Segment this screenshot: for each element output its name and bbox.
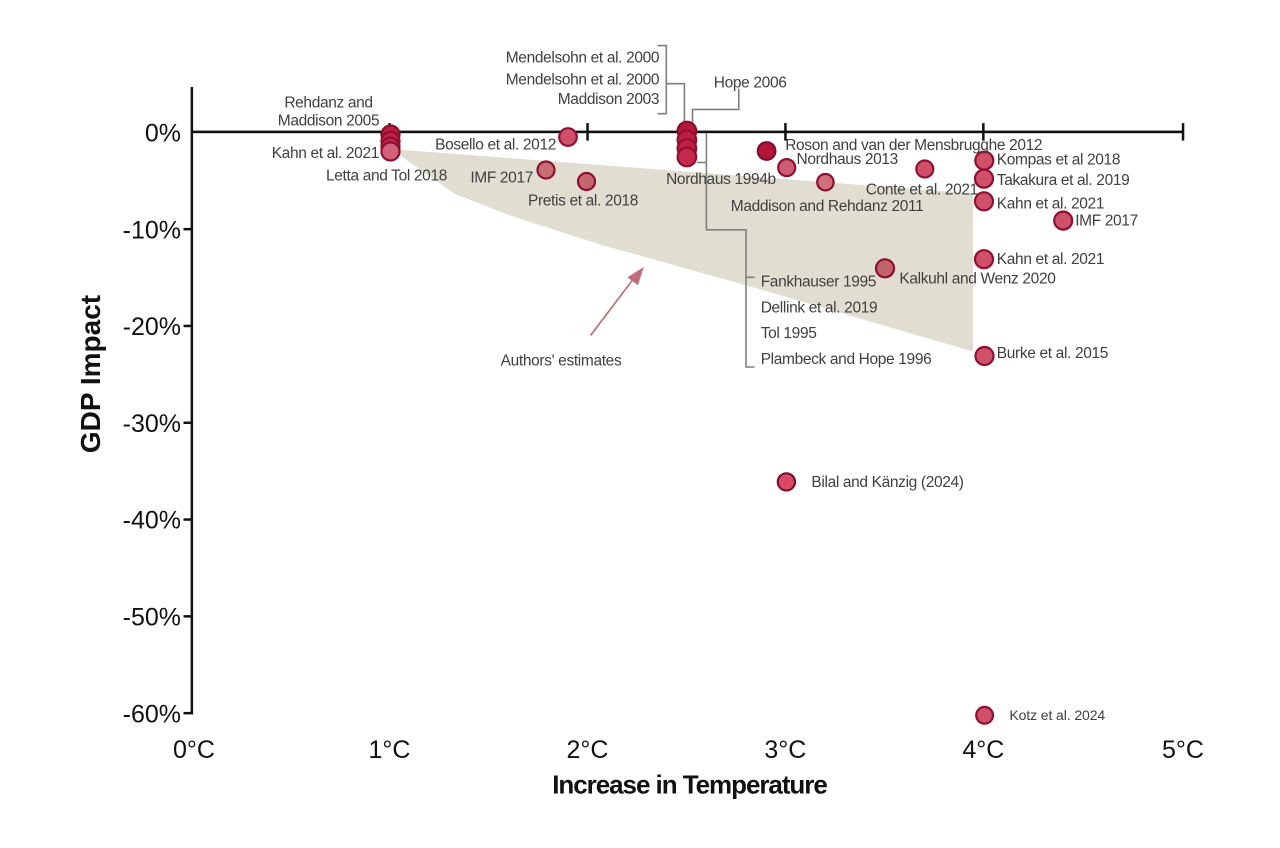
svg-text:IMF 2017: IMF 2017	[1075, 213, 1138, 230]
svg-text:GDP Impact: GDP Impact	[75, 295, 106, 453]
svg-text:Rehdanz and: Rehdanz and	[284, 94, 372, 111]
svg-text:Kalkuhl and Wenz 2020: Kalkuhl and Wenz 2020	[899, 271, 1056, 288]
svg-text:-20%: -20%	[123, 313, 181, 341]
svg-text:IMF 2017: IMF 2017	[470, 170, 533, 187]
svg-text:Maddison 2005: Maddison 2005	[278, 112, 379, 129]
svg-text:0%: 0%	[145, 120, 181, 148]
svg-text:0°C: 0°C	[173, 736, 215, 764]
svg-text:Conte et al. 2021: Conte et al. 2021	[866, 181, 978, 198]
svg-text:Nordhaus 2013: Nordhaus 2013	[797, 151, 898, 168]
svg-text:Bilal and Känzig (2024): Bilal and Känzig (2024)	[811, 474, 963, 491]
svg-text:Kompas et al 2018: Kompas et al 2018	[997, 152, 1120, 169]
svg-text:Maddison 2003: Maddison 2003	[558, 91, 659, 108]
svg-text:-10%: -10%	[123, 216, 181, 244]
svg-text:Pretis et al. 2018: Pretis et al. 2018	[528, 193, 638, 210]
svg-text:Tol 1995: Tol 1995	[761, 325, 817, 342]
svg-text:Letta and Tol 2018: Letta and Tol 2018	[326, 168, 447, 185]
svg-text:Increase in Temperature: Increase in Temperature	[552, 770, 827, 800]
svg-text:Kahn et al. 2021: Kahn et al. 2021	[997, 196, 1104, 213]
svg-text:4°C: 4°C	[962, 736, 1004, 764]
svg-text:Roson and van der Mensbrugghe: Roson and van der Mensbrugghe 2012	[785, 137, 1042, 154]
svg-text:Authors' estimates: Authors' estimates	[501, 353, 622, 370]
svg-text:Hope 2006: Hope 2006	[714, 75, 787, 92]
svg-text:3°C: 3°C	[764, 736, 806, 764]
svg-text:-60%: -60%	[123, 700, 181, 728]
svg-text:5°C: 5°C	[1162, 736, 1204, 764]
svg-text:Bosello et al. 2012: Bosello et al. 2012	[435, 137, 556, 154]
svg-text:Fankhauser 1995: Fankhauser 1995	[761, 274, 876, 291]
svg-text:2°C: 2°C	[567, 736, 609, 764]
svg-text:Mendelsohn et al. 2000: Mendelsohn et al. 2000	[506, 50, 660, 67]
svg-text:-40%: -40%	[123, 507, 181, 535]
svg-text:Kotz et al. 2024: Kotz et al. 2024	[1009, 707, 1105, 723]
svg-text:-30%: -30%	[123, 410, 181, 438]
svg-text:Nordhaus 1994b: Nordhaus 1994b	[666, 171, 776, 188]
svg-text:-50%: -50%	[123, 604, 181, 632]
svg-text:Plambeck and Hope 1996: Plambeck and Hope 1996	[761, 351, 932, 368]
svg-text:Maddison and Rehdanz 2011: Maddison and Rehdanz 2011	[731, 198, 924, 215]
svg-text:Kahn et al. 2021: Kahn et al. 2021	[997, 251, 1104, 268]
svg-text:Burke et al. 2015: Burke et al. 2015	[997, 345, 1108, 362]
svg-text:Kahn et al. 2021: Kahn et al. 2021	[272, 145, 379, 162]
svg-text:Takakura et al. 2019: Takakura et al. 2019	[997, 172, 1130, 189]
svg-text:Dellink et al. 2019: Dellink et al. 2019	[761, 300, 878, 317]
svg-text:Mendelsohn et al. 2000: Mendelsohn et al. 2000	[506, 72, 660, 89]
svg-text:1°C: 1°C	[369, 736, 411, 764]
